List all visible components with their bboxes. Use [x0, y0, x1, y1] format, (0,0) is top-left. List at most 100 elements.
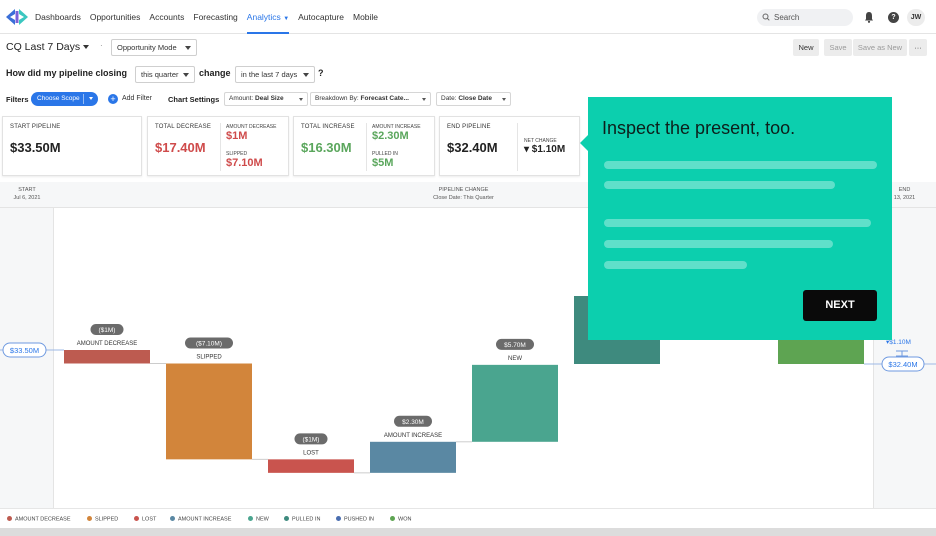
save-button[interactable]: Save — [824, 39, 852, 56]
card-divider — [517, 123, 518, 171]
legend-item-lost[interactable]: LOST — [134, 516, 156, 523]
legend-item-pushed-in[interactable]: PUSHED IN — [336, 516, 374, 523]
question-part2: change — [199, 68, 231, 78]
bar-new[interactable] — [472, 364, 558, 442]
end-pipeline-label: END PIPELINE — [447, 124, 491, 130]
separator-dot: · — [100, 41, 103, 50]
choose-scope-label: Choose Scope — [37, 95, 80, 102]
start-pipeline-card[interactable]: START PIPELINE $33.50M — [2, 116, 142, 176]
placeholder-line — [604, 181, 835, 189]
nav-forecasting[interactable]: Forecasting — [193, 12, 238, 22]
start-column-date: Jul 6, 2021 — [13, 195, 41, 201]
date-select[interactable]: Date: Close Date — [436, 92, 511, 106]
net-change-label: NET CHANGE — [524, 138, 557, 144]
legend-label: PULLED IN — [292, 516, 321, 523]
save-as-new-button[interactable]: Save as New — [853, 39, 907, 56]
legend-item-new[interactable]: NEW — [248, 516, 269, 523]
end-badge — [881, 356, 925, 372]
value-badge — [394, 415, 432, 427]
chart-settings-label: Chart Settings — [168, 95, 220, 104]
end-badge-label: $32.40M — [888, 360, 917, 369]
total-increase-card[interactable]: TOTAL INCREASE $16.30M AMOUNT INCREASE $… — [293, 116, 435, 176]
period-select[interactable]: this quarter — [135, 66, 195, 83]
logo-icon[interactable] — [6, 8, 28, 26]
amount-select-value: Deal Size — [255, 95, 284, 102]
chevron-down-icon[interactable] — [83, 45, 89, 49]
legend-swatch — [134, 516, 139, 521]
bar-lost[interactable] — [268, 459, 354, 473]
bar-amount-decrease[interactable] — [64, 350, 150, 364]
value-badge — [294, 433, 328, 445]
legend-swatch — [336, 516, 341, 521]
legend-item-won[interactable]: WON — [390, 516, 411, 523]
legend-swatch — [87, 516, 92, 521]
placeholder-line — [604, 161, 877, 169]
breakdown-select[interactable]: Breakdown By: Forecast Cate... — [310, 92, 431, 106]
card-divider — [366, 123, 367, 171]
search-placeholder: Search — [774, 13, 800, 22]
popup-arrow — [580, 135, 588, 151]
total-decrease-value: $17.40M — [155, 140, 206, 155]
legend-item-amount-decrease[interactable]: AMOUNT DECREASE — [7, 516, 71, 523]
chevron-down-icon: ▼ — [283, 16, 290, 22]
legend-swatch — [390, 516, 395, 521]
new-button[interactable]: New — [793, 39, 819, 56]
legend-item-pulled-in[interactable]: PULLED IN — [284, 516, 320, 523]
pulled-in-value: $5M — [372, 157, 394, 169]
start-pipeline-value: $33.50M — [10, 140, 61, 155]
help-icon[interactable]: ? — [888, 12, 899, 23]
bottom-band — [0, 528, 936, 536]
nav-autocapture[interactable]: Autocapture — [298, 12, 344, 22]
more-button[interactable]: ··· — [909, 39, 927, 56]
value-label: ($7.10M) — [196, 341, 222, 348]
search-input[interactable]: Search — [757, 9, 853, 26]
chevron-down-icon — [185, 46, 191, 50]
nav-analytics[interactable]: Analytics ▼ — [246, 0, 290, 34]
end-pipeline-value: $32.40M — [447, 140, 498, 155]
add-filter-button[interactable]: Add Filter — [122, 95, 152, 102]
bar-amount-increase[interactable] — [370, 441, 456, 473]
nav-items: Dashboards Opportunities Accounts Foreca… — [35, 0, 387, 34]
legend-item-amount-increase[interactable]: AMOUNT INCREASE — [170, 516, 231, 523]
bar-won[interactable] — [778, 338, 864, 364]
filters-label: Filters — [6, 95, 29, 104]
bell-icon[interactable] — [864, 11, 874, 23]
slipped-label: SLIPPED — [226, 151, 248, 157]
legend-swatch — [170, 516, 175, 521]
bar-slipped[interactable] — [166, 363, 252, 460]
nav-mobile[interactable]: Mobile — [352, 12, 379, 22]
value-label: $5.70M — [504, 342, 526, 349]
value-label: ($1M) — [99, 327, 116, 334]
legend-item-slipped[interactable]: SLIPPED — [87, 516, 118, 523]
end-column-label: END — [898, 187, 911, 193]
legend-label: AMOUNT INCREASE — [178, 516, 232, 523]
end-pipeline-card[interactable]: END PIPELINE $32.40M NET CHANGE ▾ $1.10M — [439, 116, 580, 176]
top-nav: Dashboards Opportunities Accounts Foreca… — [0, 0, 936, 34]
nav-dashboards[interactable]: Dashboards — [35, 12, 81, 22]
amount-increase-value: $2.30M — [372, 130, 409, 142]
avatar[interactable]: JW — [907, 9, 925, 26]
breakdown-select-value: Forecast Cate... — [360, 95, 409, 102]
start-pipeline-label: START PIPELINE — [10, 124, 61, 130]
category-label: AMOUNT INCREASE — [384, 433, 442, 439]
range-select[interactable]: in the last 7 days — [235, 66, 315, 83]
nav-opportunities[interactable]: Opportunities — [89, 12, 141, 22]
chart-legend: AMOUNT DECREASE SLIPPED LOST AMOUNT INCREAS… — [0, 508, 936, 528]
nav-accounts[interactable]: Accounts — [149, 12, 185, 22]
chevron-down-icon — [89, 97, 93, 100]
card-divider — [220, 123, 221, 171]
mode-select[interactable]: Opportunity Mode — [111, 39, 197, 56]
slipped-value: $7.10M — [226, 157, 263, 169]
amount-select[interactable]: Amount: Deal Size — [224, 92, 308, 106]
report-title[interactable]: CQ Last 7 Days — [6, 41, 81, 53]
choose-scope-button[interactable]: Choose Scope — [31, 92, 98, 106]
value-label: $2.30M — [402, 419, 424, 426]
total-decrease-card[interactable]: TOTAL DECREASE $17.40M AMOUNT DECREASE $… — [147, 116, 289, 176]
amount-increase-label: AMOUNT INCREASE — [372, 124, 421, 130]
chevron-down-icon — [422, 98, 426, 101]
add-icon[interactable]: + — [108, 94, 118, 104]
end-column-date: 13, 2021 — [893, 195, 916, 201]
next-button[interactable]: NEXT — [803, 290, 877, 321]
range-select-label: in the last 7 days — [241, 70, 298, 79]
chevron-down-icon — [303, 73, 309, 77]
